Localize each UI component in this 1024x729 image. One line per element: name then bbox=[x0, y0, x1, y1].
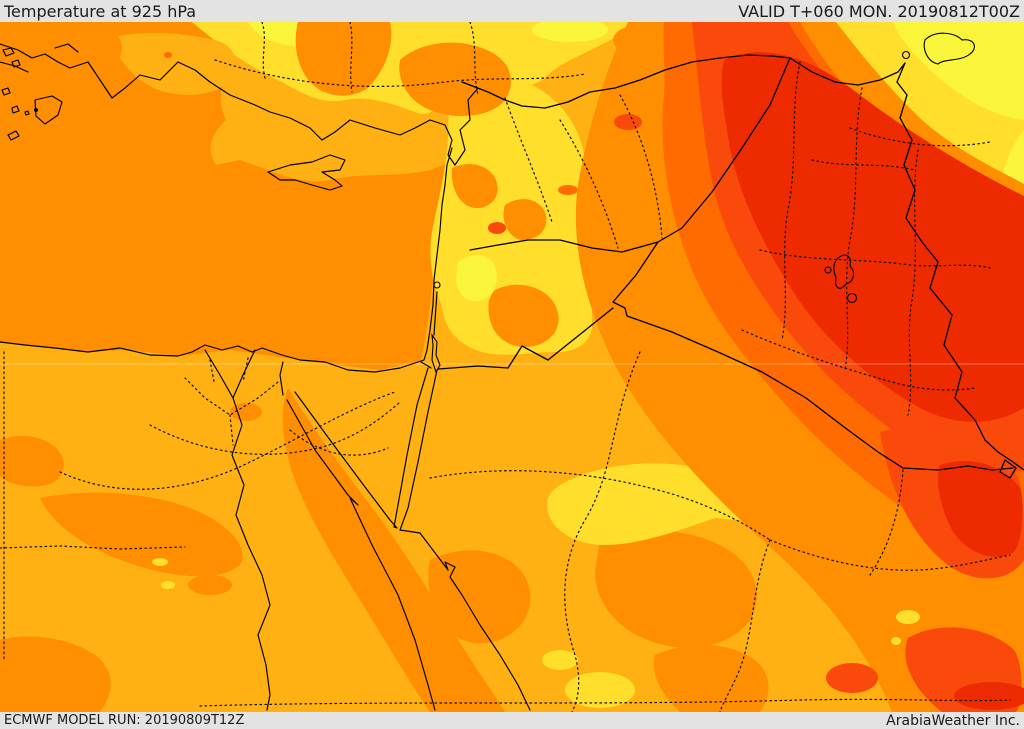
footer-bar: ECMWF MODEL RUN: 20190809T12Z ArabiaWeat… bbox=[0, 712, 1024, 729]
credit-label: ArabiaWeather Inc. bbox=[886, 712, 1020, 729]
band-amber-turkey bbox=[110, 32, 236, 95]
weather-map bbox=[0, 22, 1024, 712]
header-bar: Temperature at 925 hPa VALID T+060 MON. … bbox=[0, 0, 1024, 22]
model-run-label: ECMWF MODEL RUN: 20190809T12Z bbox=[4, 713, 245, 728]
band-yellow-dots-southeast bbox=[542, 610, 920, 708]
map-title: Temperature at 925 hPa bbox=[4, 1, 197, 21]
valid-time-label: VALID T+060 MON. 20190812T00Z bbox=[738, 1, 1020, 21]
band-orange-west bbox=[0, 22, 452, 370]
admin-boundaries bbox=[0, 22, 1011, 712]
country-borders bbox=[437, 54, 1024, 479]
coastlines bbox=[0, 43, 531, 711]
temperature-contour-map bbox=[0, 22, 1024, 712]
lakes bbox=[431, 32, 975, 374]
